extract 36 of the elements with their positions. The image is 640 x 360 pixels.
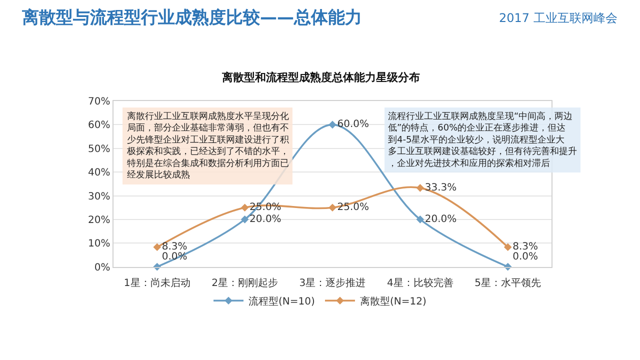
data-label: 8.3% xyxy=(162,242,188,253)
point xyxy=(328,120,336,129)
legend-label: 流程型(N=10) xyxy=(248,296,315,308)
x-tick-label: 3星：逐步推进 xyxy=(299,276,366,289)
y-tick-label: 30% xyxy=(88,191,110,202)
text: 2017 工业互联网峰会 xyxy=(499,11,618,25)
x-tick-label: 1星：尚未启动 xyxy=(124,276,190,289)
y-tick-label: 20% xyxy=(88,214,110,226)
point xyxy=(416,184,424,192)
point xyxy=(328,204,336,212)
point xyxy=(153,243,162,252)
data-label: 25.0% xyxy=(337,202,370,214)
data-label: 0.0% xyxy=(512,252,538,263)
y-tick-label: 10% xyxy=(88,238,110,250)
annotation: 流程行业工业互联网成熟度呈现“中间高，两边低”的特点，60%的企业正在逐步推进，但达到4-5星水平的企业较少，说明流程型企业大多工业互联网建设基础较好，但有待完善和提升，企业对先进技术和应用的探索相对滞后 xyxy=(388,111,577,169)
y-tick-label: 70% xyxy=(88,96,110,108)
y-tick-label: 40% xyxy=(88,168,110,179)
point xyxy=(504,243,512,252)
x-tick-label: 4星：比较完善 xyxy=(386,276,454,289)
data-label: 20.0% xyxy=(424,214,457,225)
data-label: 33.3% xyxy=(424,182,457,194)
x-tick-label: 2星：刚刚起步 xyxy=(212,276,278,289)
x-tick-label: 5星：水平领先 xyxy=(474,276,542,289)
data-label: 20.0% xyxy=(250,214,282,225)
annotation: 离散行业工业互联网成熟度水平呈现分化局面，部分企业基础非常薄弱，但也有不少先锋型企业对工业互联网建设进行了积极探索和实践，已经达到了不错的水平，特别是在综合集成和数据分析利用方面已经发展比较成熟 xyxy=(126,111,289,180)
chart-title: 离散型与流程型行业成熟度比较——总体能力 xyxy=(21,8,362,28)
data-label: 60.0% xyxy=(337,119,370,130)
chart-subtitle: 离散型和流程型成熟度总体能力星级分布 xyxy=(221,71,420,84)
y-tick-label: 60% xyxy=(88,120,110,132)
legend-label: 离散型(N=12) xyxy=(360,296,426,308)
y-tick-label: 0% xyxy=(94,262,110,274)
point xyxy=(416,216,424,224)
y-tick-label: 50% xyxy=(88,144,110,155)
point xyxy=(240,216,249,224)
point xyxy=(240,204,249,212)
data-label: 8.3% xyxy=(512,242,538,253)
